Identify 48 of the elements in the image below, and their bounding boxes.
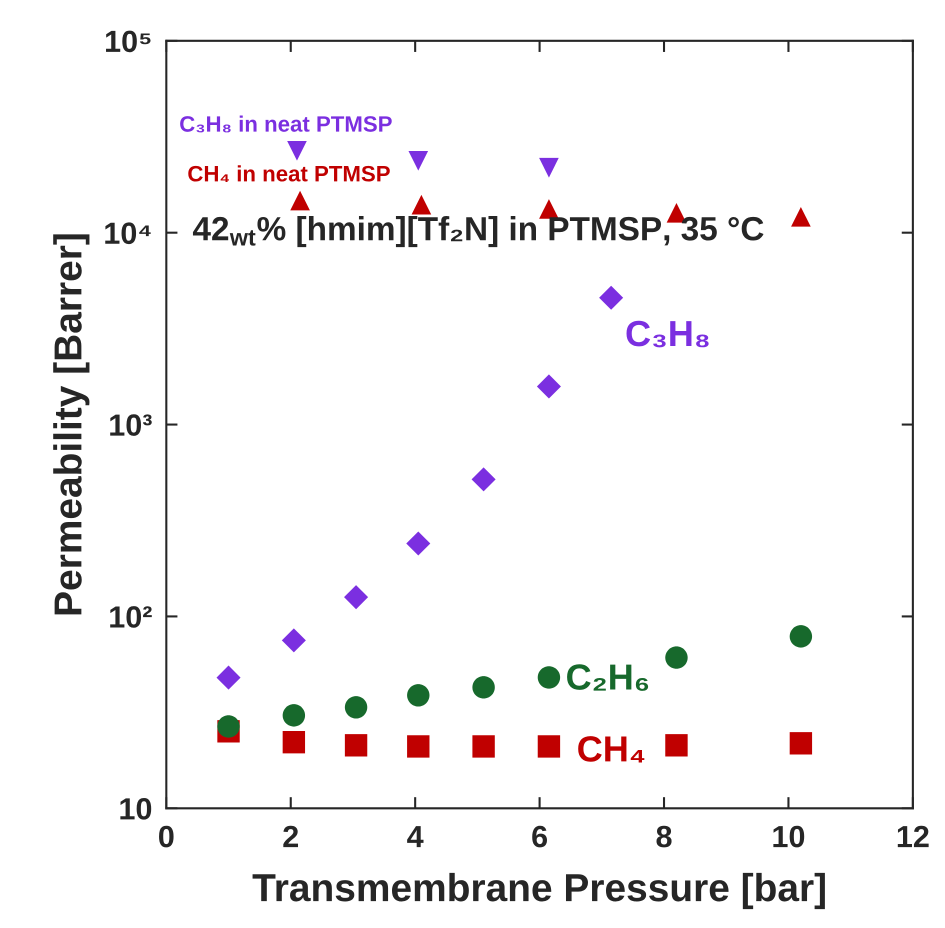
x-tick-label: 10 [773,826,804,848]
x-tick-label: 0 [159,826,174,848]
point [287,141,307,161]
point [282,731,306,754]
point [790,625,812,648]
point [539,158,559,178]
series-label: C₂H₆ [567,664,648,691]
series-label: CH₄ in neat PTMSP [188,165,390,182]
point [406,531,430,556]
x-tick-label: 12 [898,826,929,848]
y-tick-label: 10² [110,606,152,628]
point [538,735,560,758]
series-label: C₃H₈ [626,320,709,348]
point [538,666,560,689]
y-tick-label: 10⁵ [106,30,151,52]
y-tick-label: 10³ [110,414,152,436]
point [216,666,241,690]
point [344,734,368,756]
point [217,715,240,738]
point [282,704,306,727]
y-axis-title: Permeability [Barrer] [53,234,90,614]
point [344,696,368,718]
x-axis-title: Transmembrane Pressure [bar] [252,872,825,910]
point [407,684,430,707]
point [791,206,811,227]
x-tick-label: 4 [407,826,424,848]
point [599,286,624,310]
point [790,732,812,755]
series-label: CH₄ [578,736,644,762]
point [665,734,688,756]
point [290,190,310,210]
point [344,585,368,610]
point [665,646,688,669]
y-tick-label: 10 [120,798,152,820]
point [472,735,495,758]
point [536,374,561,398]
point [407,735,430,758]
x-tick-label: 8 [656,826,672,848]
annotation: 42$_{wt}$% [hmim][Tf₂N] in PTMSP, 35 °C [192,216,764,248]
point [472,467,496,492]
point [282,628,306,652]
x-tick-label: 2 [283,826,298,848]
point [408,150,428,171]
y-tick-label: 10⁴ [105,222,151,244]
point [412,194,432,214]
x-tick-label: 6 [532,826,547,848]
series-label: C₃H₈ in neat PTMSP [180,116,392,132]
point [472,676,495,699]
